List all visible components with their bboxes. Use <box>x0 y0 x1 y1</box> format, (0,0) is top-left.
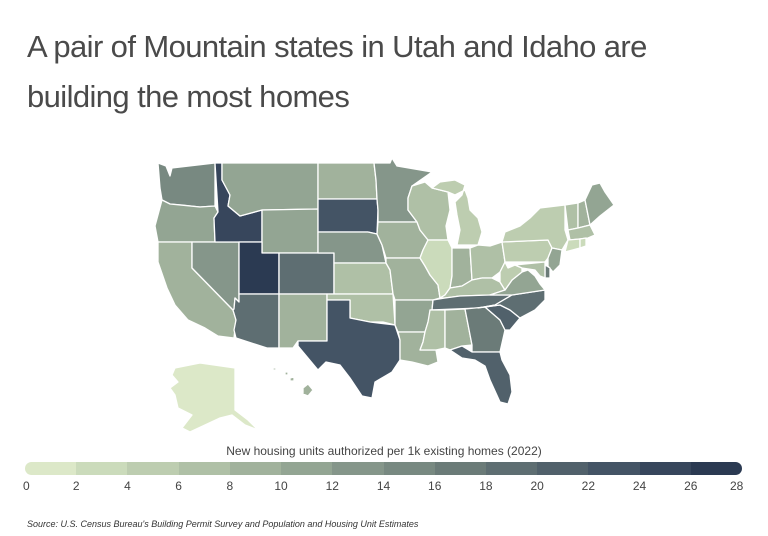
us-map <box>154 157 615 433</box>
state-arizona[interactable] <box>232 293 280 349</box>
legend-swatch-18-20 <box>485 462 538 475</box>
state-west-virginia[interactable] <box>499 261 523 291</box>
state-hawaii[interactable] <box>272 367 314 397</box>
legend-swatch-12-14 <box>332 462 384 475</box>
legend-tick: 12 <box>325 479 339 493</box>
state-oregon[interactable] <box>154 199 219 243</box>
state-new-jersey[interactable] <box>547 247 563 273</box>
state-north-carolina[interactable] <box>477 289 546 319</box>
legend-swatch-14-16 <box>383 462 435 475</box>
state-florida[interactable] <box>449 345 513 405</box>
state-new-mexico[interactable] <box>278 293 328 349</box>
state-wyoming[interactable] <box>261 208 319 254</box>
legend-tick: 18 <box>479 479 493 493</box>
legend-tick: 28 <box>729 479 744 493</box>
chart-title: A pair of Mountain states in Utah and Id… <box>27 29 647 114</box>
state-south-dakota[interactable] <box>317 198 379 235</box>
legend-tick: 20 <box>530 479 544 493</box>
legend-tick: 14 <box>376 479 391 493</box>
legend-swatch-24-26 <box>639 462 691 475</box>
legend-swatch-2-4 <box>76 462 128 475</box>
state-alaska[interactable] <box>169 362 259 433</box>
legend-swatch-4-6 <box>127 462 179 475</box>
legend-tick: 2 <box>72 479 80 493</box>
state-north-dakota[interactable] <box>317 162 378 200</box>
legend-swatch-0-2 <box>25 462 77 475</box>
legend-swatch-10-12 <box>281 462 333 475</box>
state-montana[interactable] <box>221 162 319 217</box>
legend-tick: 8 <box>226 479 234 493</box>
legend-title: New housing units authorized per 1k exis… <box>226 444 542 458</box>
state-pennsylvania[interactable] <box>501 239 553 263</box>
state-colorado[interactable] <box>278 252 335 295</box>
state-new-york[interactable] <box>501 204 569 251</box>
legend-tick-labels: 0 2 4 6 8 10 12 14 16 18 20 22 24 26 28 <box>23 479 744 495</box>
legend-tick: 26 <box>684 479 698 493</box>
source-note: Source: U.S. Census Bureau's Building Pe… <box>27 519 419 529</box>
legend-tick: 16 <box>428 479 442 493</box>
legend-tick: 10 <box>274 479 288 493</box>
legend-swatch-22-24 <box>588 462 640 475</box>
legend-swatch-16-18 <box>434 462 486 475</box>
state-vermont[interactable] <box>564 202 579 231</box>
legend-tick: 22 <box>581 479 596 493</box>
state-kansas[interactable] <box>333 262 394 295</box>
state-delaware[interactable] <box>544 264 551 279</box>
legend-swatch-6-8 <box>178 462 230 475</box>
legend-swatch-8-10 <box>229 462 282 475</box>
legend-tick: 0 <box>23 479 30 493</box>
legend-tick: 6 <box>175 479 182 493</box>
state-michigan[interactable] <box>431 179 483 246</box>
legend-tick: 4 <box>124 479 131 493</box>
color-scale-bar <box>25 462 742 475</box>
state-texas[interactable] <box>297 299 401 399</box>
state-maryland[interactable] <box>514 261 546 279</box>
legend-swatch-20-22 <box>537 462 589 475</box>
legend-swatch-26-28 <box>690 462 742 475</box>
state-rhode-island[interactable] <box>579 237 587 249</box>
state-maine[interactable] <box>584 182 615 226</box>
state-connecticut[interactable] <box>564 238 581 253</box>
legend-tick: 24 <box>632 479 647 493</box>
state-washington[interactable] <box>157 162 216 208</box>
